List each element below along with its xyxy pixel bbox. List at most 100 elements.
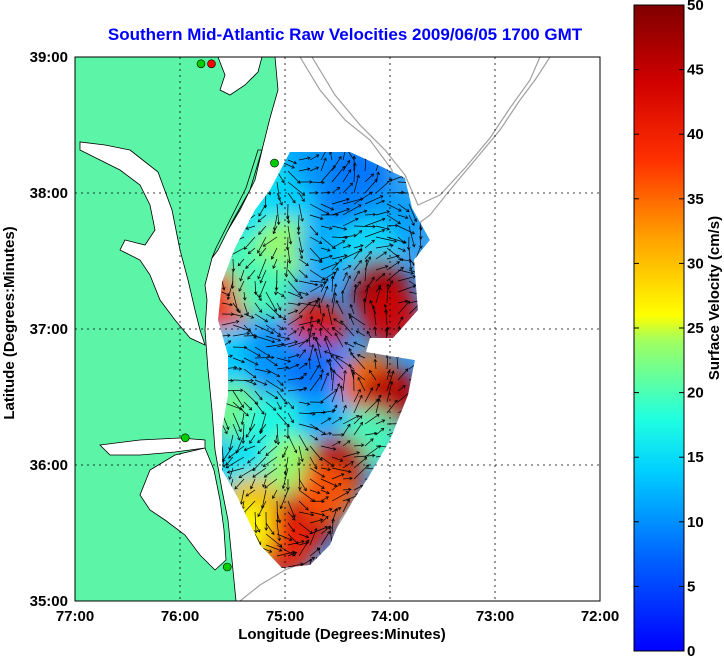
velocity-vector-head bbox=[265, 452, 270, 456]
velocity-vector-head bbox=[355, 330, 360, 334]
velocity-vector bbox=[319, 327, 322, 337]
velocity-vector-head bbox=[250, 315, 255, 319]
velocity-vector bbox=[309, 181, 325, 183]
velocity-vector-head bbox=[259, 396, 263, 401]
velocity-vector bbox=[342, 452, 360, 458]
velocity-vector bbox=[254, 280, 257, 295]
velocity-vector-head bbox=[336, 382, 341, 387]
velocity-vector-head bbox=[325, 496, 329, 500]
velocity-vector-head bbox=[250, 378, 254, 383]
velocity-vector bbox=[320, 236, 336, 249]
velocity-vector bbox=[287, 170, 301, 184]
velocity-vector-head bbox=[384, 265, 389, 269]
velocity-vector-head bbox=[313, 527, 318, 532]
velocity-vector-head bbox=[300, 249, 304, 254]
velocity-vector-head bbox=[238, 428, 242, 433]
velocity-vector bbox=[309, 154, 320, 161]
velocity-vector bbox=[271, 247, 278, 260]
velocity-vector-head bbox=[338, 258, 343, 263]
velocity-vector-head bbox=[347, 244, 352, 248]
velocity-vector-head bbox=[377, 398, 381, 402]
velocity-vector bbox=[232, 357, 245, 363]
x-tick-label: 74:00 bbox=[371, 608, 409, 625]
velocity-vector bbox=[331, 255, 348, 260]
velocity-vector bbox=[331, 187, 340, 194]
velocity-vector-head bbox=[270, 256, 275, 260]
velocity-vector-head bbox=[245, 226, 249, 230]
velocity-vector bbox=[298, 539, 310, 557]
velocity-vector-head bbox=[261, 411, 265, 415]
velocity-vector-head bbox=[341, 165, 346, 170]
velocity-vector-head bbox=[347, 423, 351, 428]
velocity-vector bbox=[349, 315, 355, 326]
velocity-vector bbox=[320, 278, 329, 293]
velocity-vector-head bbox=[354, 217, 359, 222]
velocity-vector-head bbox=[312, 336, 317, 340]
velocity-vector-head bbox=[257, 450, 261, 455]
velocity-vector-head bbox=[252, 474, 256, 478]
velocity-vector-head bbox=[344, 272, 348, 276]
velocity-vector bbox=[364, 214, 376, 216]
velocity-vector-head bbox=[344, 254, 348, 258]
velocity-vector-head bbox=[297, 302, 301, 307]
velocity-vector-head bbox=[279, 201, 283, 206]
velocity-vector bbox=[397, 214, 408, 219]
velocity-vector-head bbox=[271, 355, 275, 360]
velocity-vector-head bbox=[264, 527, 269, 531]
velocity-vector-head bbox=[259, 279, 263, 284]
velocity-vector bbox=[287, 291, 303, 299]
velocity-vector bbox=[331, 276, 334, 293]
colorbar-tick-label: 0 bbox=[687, 643, 695, 659]
velocity-vector bbox=[309, 316, 313, 326]
pamlico-sound bbox=[139, 447, 227, 571]
velocity-vector bbox=[265, 390, 278, 399]
velocity-vector-head bbox=[339, 458, 344, 462]
velocity-vector bbox=[320, 467, 331, 471]
velocity-vector-head bbox=[240, 421, 245, 426]
velocity-vector-head bbox=[282, 316, 287, 320]
velocity-vector-head bbox=[386, 227, 391, 231]
velocity-vector-head bbox=[235, 319, 240, 324]
velocity-vector-head bbox=[321, 485, 325, 489]
velocity-vector-head bbox=[258, 294, 263, 299]
velocity-vector bbox=[331, 456, 343, 462]
velocity-vector bbox=[276, 181, 280, 201]
velocity-vector bbox=[353, 174, 360, 194]
velocity-vector-head bbox=[228, 455, 232, 459]
velocity-vector bbox=[309, 445, 323, 461]
velocity-vector-head bbox=[348, 363, 353, 368]
velocity-vector bbox=[419, 236, 422, 249]
velocity-vector-head bbox=[346, 208, 351, 212]
velocity-vector-head bbox=[369, 299, 373, 304]
velocity-vector bbox=[350, 304, 355, 315]
velocity-vector-head bbox=[319, 216, 324, 221]
velocity-vector bbox=[236, 434, 245, 454]
velocity-vector bbox=[331, 283, 337, 304]
velocity-vector-head bbox=[394, 399, 398, 404]
velocity-vector bbox=[386, 327, 389, 337]
velocity-vector-head bbox=[252, 374, 257, 379]
velocity-vector-head bbox=[320, 400, 324, 405]
velocity-vector bbox=[309, 167, 319, 172]
velocity-vector bbox=[419, 225, 422, 239]
velocity-vector bbox=[320, 410, 336, 414]
velocity-vector bbox=[229, 434, 234, 451]
velocity-vector-head bbox=[328, 226, 333, 230]
velocity-vector-head bbox=[346, 159, 351, 164]
velocity-vector-head bbox=[347, 265, 352, 269]
velocity-vector bbox=[309, 511, 325, 516]
velocity-vector bbox=[309, 358, 311, 370]
velocity-vector-head bbox=[305, 292, 309, 296]
velocity-vector bbox=[265, 324, 281, 336]
velocity-vector bbox=[259, 247, 267, 257]
velocity-vector-head bbox=[313, 347, 318, 352]
velocity-cell bbox=[297, 217, 357, 278]
velocity-vector bbox=[353, 284, 357, 304]
velocity-vector-head bbox=[402, 248, 407, 252]
velocity-vector bbox=[364, 218, 386, 227]
velocity-vector bbox=[364, 251, 372, 260]
velocity-vector bbox=[309, 478, 325, 489]
velocity-vector-head bbox=[346, 440, 351, 444]
velocity-vector-head bbox=[306, 167, 311, 171]
velocity-vector bbox=[397, 368, 409, 381]
